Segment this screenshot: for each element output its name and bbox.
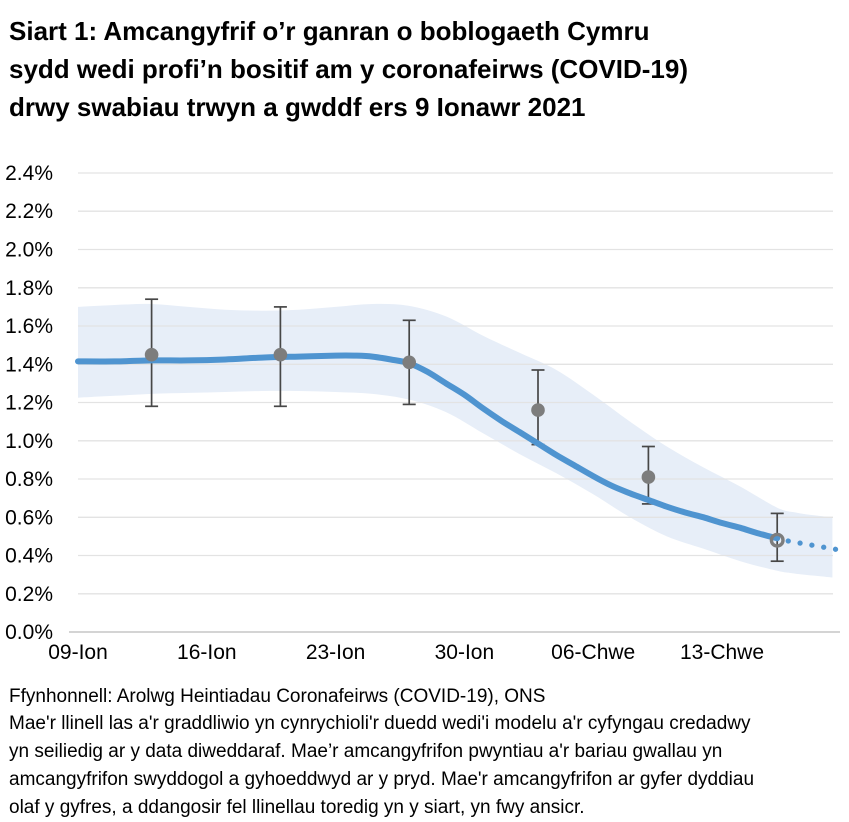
y-tick-label: 2.4% [5,162,53,185]
x-tick-label: 16-Ion [177,641,237,664]
y-tick-label: 1.0% [5,430,53,453]
gridlines-and-y-labels: 0.0% 0.2% 0.4% 0.6% 0.8% 1.0% 1.2% 1.4% 1.6% 1.8%… [5,162,840,644]
trend-line-dotted [785,538,839,552]
footnote: Mae'r llinell las a'r graddliwio yn cynr… [0,710,849,822]
y-tick-label: 1.4% [5,353,53,376]
y-tick-label: 1.6% [5,315,53,338]
footnote-line-3: amcangyfrifon swyddogol a gyhoeddwyd ar … [9,769,755,790]
estimate-point [402,355,417,370]
y-tick-label: 0.6% [5,506,53,529]
page-title-line-3: drwy swabiau trwyn a gwddf ers 9 Ionawr … [9,92,586,122]
y-tick-label: 0.2% [5,583,53,606]
y-tick-label: 0.0% [5,621,53,644]
estimate-trend-chart: 0.0% 0.2% 0.4% 0.6% 0.8% 1.0% 1.2% 1.4% 1.6% 1.8%… [5,162,840,664]
page-title-line-1: Siart 1: Amcangyfrif o’r ganran o boblog… [9,16,650,46]
y-tick-label: 2.2% [5,200,53,223]
source-note: Ffynhonnell: Arolwg Heintiadau Coronafei… [9,686,546,707]
estimate-point-open [769,532,785,548]
page-title: Siart 1: Amcangyfrif o’r ganran o boblog… [0,0,849,126]
page-title-line-2: sydd wedi profi’n bositif am y coronafei… [9,54,688,84]
x-tick-label: 13-Chwe [680,641,764,664]
point-estimates [144,347,785,548]
x-tick-label: 09-Ion [48,641,108,664]
y-tick-label: 1.2% [5,392,53,415]
y-tick-label: 0.4% [5,545,53,568]
footnote-line-4: olaf y gyfres, a ddangosir fel llinellau… [9,797,585,818]
y-tick-label: 1.8% [5,277,53,300]
estimate-point [641,470,656,484]
y-tick-label: 0.8% [5,468,53,491]
footnote-line-1: Mae'r llinell las a'r graddliwio yn cynr… [9,713,751,734]
x-tick-label: 30-Ion [435,641,495,664]
confidence-band [78,303,833,578]
estimate-point [531,403,545,417]
x-tick-label: 06-Chwe [551,641,635,664]
y-tick-label: 2.0% [5,239,53,262]
x-tick-label: 23-Ion [306,641,366,664]
estimate-point [144,347,159,362]
footnote-line-2: yn seiliedig ar y data diweddaraf. Mae’r… [9,741,723,762]
x-axis-labels: 09-Ion 16-Ion 23-Ion 30-Ion 06-Chwe 13-Chwe [48,641,764,664]
trend-line [75,352,781,542]
estimate-point [273,347,288,362]
